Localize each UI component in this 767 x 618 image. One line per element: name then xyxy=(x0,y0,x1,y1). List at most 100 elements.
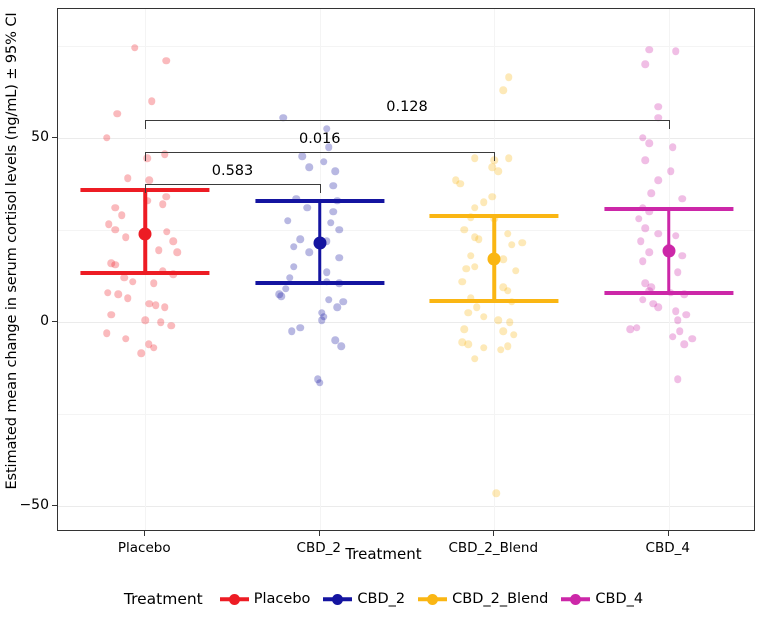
data-point xyxy=(305,248,314,256)
data-point xyxy=(144,340,153,348)
data-point xyxy=(285,274,294,282)
data-point xyxy=(503,229,512,238)
legend-dot xyxy=(427,593,439,605)
data-point xyxy=(669,143,677,151)
data-point xyxy=(143,154,152,162)
data-point xyxy=(163,228,171,236)
data-point xyxy=(124,294,132,302)
data-point xyxy=(161,150,169,159)
data-point xyxy=(335,226,344,234)
legend-item-cbd_2_blend[interactable]: CBD_2_Blend xyxy=(418,591,548,607)
data-point xyxy=(113,110,122,118)
p-value-label: 0.128 xyxy=(386,99,428,115)
data-point xyxy=(678,194,686,203)
y-tick-mark xyxy=(52,321,57,323)
data-point xyxy=(121,334,130,343)
significance-bracket-tick xyxy=(145,120,147,129)
data-point xyxy=(639,134,647,142)
data-point xyxy=(281,285,290,293)
data-point xyxy=(499,255,508,264)
data-point xyxy=(296,235,304,243)
data-point xyxy=(654,176,663,184)
data-point xyxy=(682,310,690,319)
x-tick-label: CBD_2 xyxy=(296,540,341,556)
x-tick-mark xyxy=(493,531,495,536)
data-point xyxy=(688,334,697,343)
data-point xyxy=(147,97,156,105)
legend-key-icon xyxy=(418,593,448,606)
data-point xyxy=(674,316,682,324)
gridline-minor xyxy=(58,45,754,47)
data-point xyxy=(641,156,649,164)
data-point xyxy=(305,163,314,172)
plot-panel: 0.583 0.016 0.128 xyxy=(57,8,755,531)
data-point xyxy=(505,154,513,162)
data-point xyxy=(671,231,680,240)
data-point xyxy=(654,102,663,111)
data-point xyxy=(499,86,508,94)
data-point xyxy=(626,325,635,334)
data-point xyxy=(452,176,460,184)
significance-bracket-tick xyxy=(319,184,321,193)
data-point xyxy=(149,344,158,352)
legend-item-cbd_2[interactable]: CBD_2 xyxy=(323,591,405,607)
data-point xyxy=(149,279,158,288)
y-tick-mark xyxy=(52,505,57,507)
data-point xyxy=(647,283,656,291)
significance-bracket-tick xyxy=(668,120,670,129)
data-point xyxy=(316,379,324,387)
data-point xyxy=(131,43,139,52)
data-point xyxy=(639,296,647,304)
gridline-major xyxy=(58,506,754,508)
data-point xyxy=(322,124,331,133)
data-point xyxy=(464,340,473,348)
data-point xyxy=(325,296,333,304)
legend-dot xyxy=(332,593,344,605)
p-value-label: 0.583 xyxy=(211,163,254,179)
data-point xyxy=(456,180,464,188)
data-point xyxy=(290,263,298,271)
data-point xyxy=(322,237,331,245)
data-point xyxy=(458,338,466,347)
data-point xyxy=(512,266,520,275)
data-point xyxy=(313,375,322,383)
data-point xyxy=(114,290,122,299)
error-bar-cap-lower xyxy=(604,290,734,295)
data-point xyxy=(103,134,111,142)
data-point xyxy=(470,233,479,242)
data-point xyxy=(331,167,339,175)
y-tick-label: 0 xyxy=(40,313,49,330)
data-point xyxy=(103,329,111,337)
data-point xyxy=(641,279,649,288)
data-point xyxy=(480,312,488,321)
data-point xyxy=(105,220,113,229)
mean-estimate-point xyxy=(487,252,501,266)
data-point xyxy=(103,288,112,297)
legend-label: CBD_2_Blend xyxy=(452,591,549,607)
data-point xyxy=(470,204,479,212)
significance-bracket-tick xyxy=(494,152,496,161)
data-point xyxy=(322,268,331,277)
data-point xyxy=(137,349,145,358)
data-point xyxy=(318,309,326,317)
data-point xyxy=(499,283,508,291)
data-point xyxy=(645,139,653,148)
data-point xyxy=(460,226,468,234)
y-tick-mark xyxy=(52,136,57,138)
y-axis-label: Estimated mean change in serum cortisol … xyxy=(4,12,20,490)
data-point xyxy=(649,299,658,308)
legend-item-cbd_4[interactable]: CBD_4 xyxy=(561,591,643,607)
data-point xyxy=(290,242,298,251)
data-point xyxy=(462,264,471,273)
legend-label: Placebo xyxy=(253,591,311,607)
legend-item-placebo[interactable]: Placebo xyxy=(219,591,311,607)
data-point xyxy=(339,298,348,306)
data-point xyxy=(111,226,119,234)
data-point xyxy=(320,158,328,166)
data-point xyxy=(671,307,680,315)
data-point xyxy=(158,200,167,208)
data-point xyxy=(637,237,645,245)
x-tick-label: CBD_2_Blend xyxy=(448,540,539,556)
data-point xyxy=(120,274,129,282)
data-point xyxy=(145,176,154,184)
